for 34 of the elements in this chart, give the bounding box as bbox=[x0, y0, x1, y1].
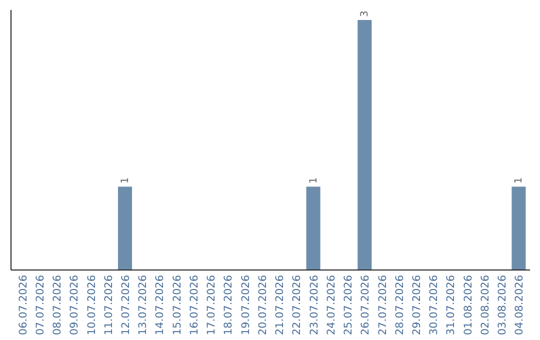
data-label: 3 bbox=[360, 10, 371, 17]
x-tick-label: 16.07.2026 bbox=[188, 274, 200, 336]
data-label: 1 bbox=[308, 177, 320, 184]
x-tick-label: 11.07.2026 bbox=[102, 274, 115, 336]
x-tick-label: 07.07.2026 bbox=[34, 274, 46, 336]
x-tick-label: 02.08.2026 bbox=[479, 274, 492, 336]
x-tick-label: 20.07.2026 bbox=[256, 274, 269, 336]
x-tick-label: 18.07.2026 bbox=[222, 274, 235, 336]
x-tick-label: 27.07.2026 bbox=[376, 274, 389, 336]
x-tick-label: 03.08.2026 bbox=[496, 274, 509, 336]
x-tick-label: 15.07.2026 bbox=[171, 274, 184, 336]
x-tick-label: 24.07.2026 bbox=[325, 274, 338, 336]
x-tick-label: 19.07.2026 bbox=[240, 274, 252, 336]
x-tick-label: 08.07.2026 bbox=[52, 274, 64, 336]
x-tick-label: 21.07.2026 bbox=[274, 274, 286, 336]
x-tick-label: 09.07.2026 bbox=[68, 274, 81, 336]
x-tick-label: 26.07.2026 bbox=[360, 274, 372, 336]
x-tick-label: 28.07.2026 bbox=[394, 274, 406, 336]
x-tick-label: 31.07.2026 bbox=[445, 274, 458, 336]
x-tick-label: 23.07.2026 bbox=[308, 274, 320, 336]
x-tick-label: 17.07.2026 bbox=[206, 274, 218, 336]
x-tick-label: 29.07.2026 bbox=[411, 274, 423, 336]
x-tick-label: 12.07.2026 bbox=[120, 274, 132, 336]
data-label: 1 bbox=[514, 177, 525, 184]
x-tick-label: 13.07.2026 bbox=[137, 274, 150, 336]
x-tick-label: 14.07.2026 bbox=[154, 274, 166, 336]
x-tick-label: 22.07.2026 bbox=[291, 274, 304, 336]
x-tick-label: 25.07.2026 bbox=[342, 274, 355, 336]
x-tick-label: 30.07.2026 bbox=[428, 274, 440, 336]
x-tick-label: 10.07.2026 bbox=[86, 274, 98, 336]
data-label: 1 bbox=[120, 177, 131, 184]
x-tick-label: 04.08.2026 bbox=[514, 274, 526, 336]
x-tick-label: 06.07.2026 bbox=[17, 274, 30, 336]
x-tick-label: 01.08.2026 bbox=[462, 274, 474, 336]
